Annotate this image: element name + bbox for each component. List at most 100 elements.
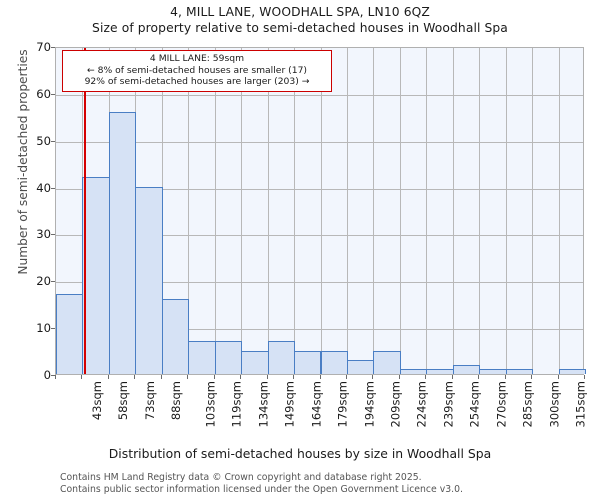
- gridline-y-50: [56, 141, 583, 143]
- x-tick-mark-12: [372, 375, 374, 379]
- histogram-bar: [320, 350, 348, 374]
- x-tick-label-209sqm: 209sqm: [388, 381, 403, 428]
- y-tick-label-0: 0: [43, 368, 51, 382]
- x-tick-mark-15: [451, 375, 453, 379]
- histogram-bar: [346, 359, 375, 374]
- chart-title-block: 4, MILL LANE, WOODHALL SPA, LN10 6QZ Siz…: [0, 0, 600, 36]
- histogram-bar: [161, 299, 190, 374]
- gridline-x-13: [400, 48, 401, 374]
- x-tick-mark-19: [557, 375, 559, 379]
- x-tick-mark-7: [240, 375, 242, 379]
- y-tick-label-50: 50: [36, 133, 51, 148]
- histogram-bar: [399, 369, 428, 374]
- gridline-x-18: [532, 48, 533, 374]
- gridline-y-40: [56, 188, 583, 190]
- x-axis-title: Distribution of semi-detached houses by …: [108, 446, 492, 461]
- histogram-bar: [135, 186, 163, 374]
- y-tick-label-20: 20: [36, 274, 51, 289]
- x-tick-mark-14: [425, 375, 427, 379]
- x-tick-mark-9: [293, 375, 295, 379]
- histogram-bar: [373, 350, 401, 374]
- footer-attribution: Contains HM Land Registry data © Crown c…: [60, 472, 463, 495]
- histogram-bar: [505, 369, 534, 374]
- gridline-x-11: [347, 48, 348, 374]
- x-tick-mark-16: [478, 375, 480, 379]
- page-title: 4, MILL LANE, WOODHALL SPA, LN10 6QZ: [170, 5, 430, 19]
- y-tick-label-10: 10: [36, 321, 51, 336]
- gridline-x-10: [321, 48, 322, 374]
- histogram-bar: [241, 350, 269, 374]
- x-tick-mark-11: [345, 375, 347, 379]
- x-tick-label-179sqm: 179sqm: [335, 381, 350, 428]
- annotation-line-larger: 92% of semi-detached houses are larger (…: [84, 76, 310, 88]
- histogram-bar: [426, 369, 454, 374]
- y-tick-label-30: 30: [36, 227, 51, 242]
- x-tick-mark-0: [55, 375, 56, 379]
- x-tick-label-103sqm: 103sqm: [203, 381, 218, 428]
- property-marker-line: [84, 48, 86, 374]
- histogram-bar: [267, 341, 296, 374]
- x-tick-label-224sqm: 224sqm: [414, 381, 429, 428]
- y-axis-title: Number of semi-detached properties: [16, 49, 30, 275]
- x-tick-mark-8: [266, 375, 268, 379]
- x-tick-label-285sqm: 285sqm: [520, 381, 535, 428]
- y-tick-label-40: 40: [36, 180, 51, 195]
- y-tick-label-70: 70: [36, 40, 51, 54]
- footer-line-2: Contains public sector information licen…: [60, 483, 463, 495]
- histogram-bar: [108, 111, 137, 374]
- x-tick-label-149sqm: 149sqm: [282, 381, 297, 428]
- x-tick-mark-17: [504, 375, 506, 379]
- y-tick-label-60: 60: [36, 86, 51, 101]
- histogram-bar: [479, 369, 507, 374]
- x-tick-label-300sqm: 300sqm: [547, 381, 562, 428]
- histogram-bar: [294, 350, 322, 374]
- gridline-x-15: [453, 48, 454, 374]
- x-tick-mark-13: [398, 375, 400, 379]
- x-tick-label-73sqm: 73sqm: [143, 381, 158, 421]
- histogram-bar: [56, 294, 84, 374]
- gridline-x-12: [373, 48, 374, 374]
- gridline-x-5: [188, 48, 189, 374]
- y-tick-mark-60: [51, 93, 55, 95]
- annotation-line-property: 4 MILL LANE: 59sqm: [149, 53, 245, 64]
- x-tick-label-194sqm: 194sqm: [361, 381, 376, 428]
- x-tick-label-134sqm: 134sqm: [256, 381, 271, 428]
- gridline-y-10: [56, 329, 583, 331]
- x-tick-label-270sqm: 270sqm: [494, 381, 509, 428]
- x-tick-label-315sqm: 315sqm: [573, 381, 588, 428]
- histogram-plot-area: [55, 47, 586, 375]
- gridline-x-19: [559, 48, 560, 374]
- x-tick-label-119sqm: 119sqm: [229, 381, 244, 428]
- x-tick-mark-6: [213, 375, 215, 379]
- histogram-bar: [452, 364, 481, 374]
- gridline-x-7: [241, 48, 242, 374]
- y-tick-mark-70: [51, 47, 55, 48]
- x-tick-mark-3: [134, 375, 136, 379]
- property-annotation-box: 4 MILL LANE: 59sqm ← 8% of semi-detached…: [62, 50, 332, 92]
- chart-subtitle: Size of property relative to semi-detach…: [92, 21, 508, 35]
- x-tick-mark-10: [319, 375, 321, 379]
- x-tick-label-88sqm: 88sqm: [169, 381, 184, 421]
- x-tick-mark-1: [81, 375, 83, 379]
- x-tick-mark-5: [187, 375, 189, 379]
- y-tick-mark-50: [51, 140, 55, 142]
- gridline-y-30: [56, 235, 583, 237]
- x-tick-label-254sqm: 254sqm: [467, 381, 482, 428]
- gridline-x-8: [268, 48, 269, 374]
- histogram-bar: [214, 341, 243, 374]
- x-tick-mark-20: [584, 375, 585, 379]
- histogram-bar: [82, 177, 110, 374]
- y-tick-mark-40: [51, 187, 55, 189]
- x-tick-mark-18: [531, 375, 533, 379]
- y-tick-mark-30: [51, 234, 55, 236]
- gridline-x-16: [479, 48, 480, 374]
- y-tick-mark-20: [51, 281, 55, 283]
- gridline-y-20: [56, 282, 583, 284]
- y-tick-mark-10: [51, 328, 55, 330]
- x-tick-label-43sqm: 43sqm: [90, 381, 105, 421]
- histogram-bar: [558, 369, 586, 374]
- gridline-y-60: [56, 94, 583, 96]
- x-tick-label-239sqm: 239sqm: [441, 381, 456, 428]
- gridline-x-6: [215, 48, 216, 374]
- histogram-bar: [188, 341, 216, 374]
